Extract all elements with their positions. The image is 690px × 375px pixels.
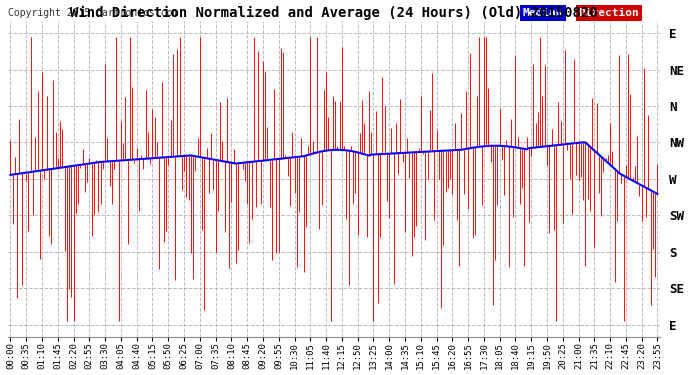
- Text: Copyright 2015 Cartronics.com: Copyright 2015 Cartronics.com: [8, 8, 179, 18]
- Title: Wind Direction Normalized and Average (24 Hours) (Old) 20150820: Wind Direction Normalized and Average (2…: [70, 6, 598, 20]
- Text: Direction: Direction: [578, 8, 639, 18]
- Text: Median: Median: [523, 8, 564, 18]
